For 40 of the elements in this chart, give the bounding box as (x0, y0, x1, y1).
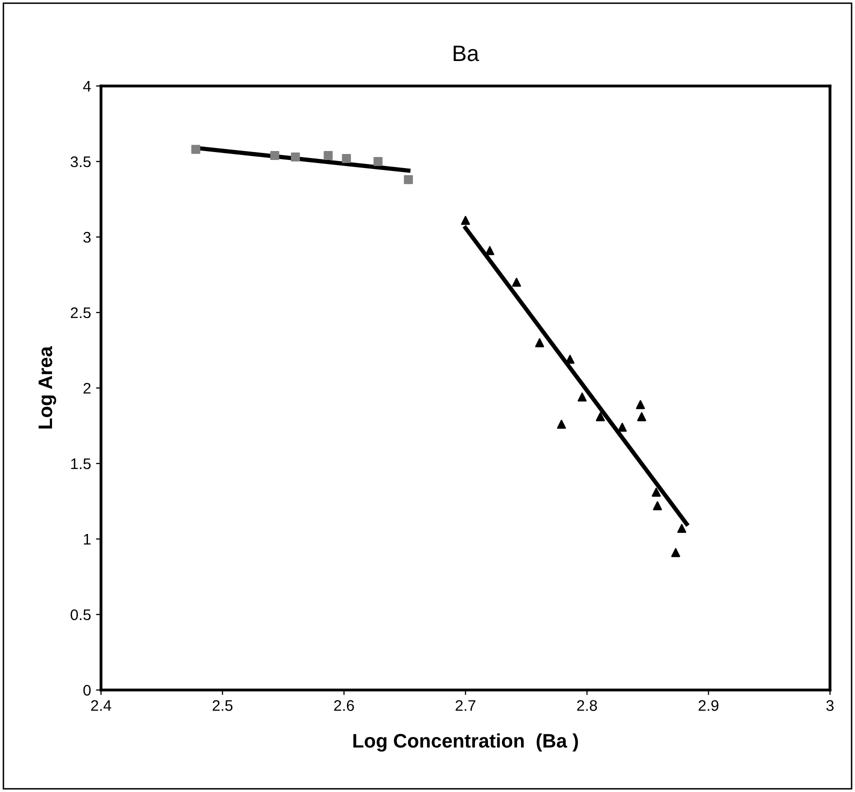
x-tick-label: 2.8 (577, 700, 597, 711)
y-tick-label: 2 (84, 382, 91, 394)
x-tick-label: 2.7 (456, 700, 476, 711)
chart-title: Ba (454, 46, 480, 62)
x-tick-label: 2.6 (334, 700, 354, 711)
point (652, 488, 661, 497)
x-tick-label: 3 (826, 700, 834, 711)
point (342, 154, 351, 163)
y-tick-label: 1 (84, 534, 91, 545)
point (652, 501, 662, 510)
x-tick-label: 2.9 (698, 700, 718, 711)
y-tick-label: 0.5 (70, 609, 91, 620)
point (636, 400, 645, 410)
point (596, 412, 605, 422)
y-tick-label: 3.5 (70, 156, 91, 168)
y-tick-label: 3 (83, 232, 91, 243)
point (270, 150, 280, 160)
point (374, 157, 383, 166)
y-tick-label: 2.5 (70, 307, 91, 318)
point (191, 144, 200, 154)
y-tick-label: 0 (83, 684, 91, 696)
x-tick-label: 2.5 (212, 700, 232, 711)
point (578, 392, 587, 402)
point (404, 175, 413, 184)
x-axis-title: Log Concentration (Ba ) (353, 733, 578, 752)
point (671, 548, 680, 558)
y-axis-title: Log Area (38, 346, 56, 428)
y-tick-label: 4 (83, 81, 91, 92)
point (618, 422, 627, 432)
point (512, 278, 522, 287)
point (324, 150, 333, 160)
y-tick-label: 1.5 (71, 458, 91, 470)
point (290, 152, 300, 162)
point (677, 524, 686, 533)
point (461, 216, 470, 225)
point (535, 338, 544, 348)
x-tick-label: 2.4 (91, 700, 112, 711)
point (637, 412, 646, 422)
point (485, 246, 494, 256)
point (556, 420, 566, 429)
